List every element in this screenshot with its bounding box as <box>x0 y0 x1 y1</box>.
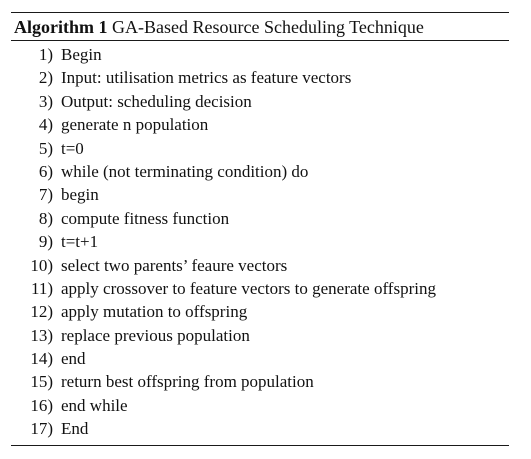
step-number: 6) <box>38 161 53 181</box>
algorithm-step: 7) begin <box>11 183 509 206</box>
algorithm-step: 12) apply mutation to offspring <box>11 300 509 323</box>
top-rule <box>11 12 509 13</box>
step-text: apply crossover to feature vectors to ge… <box>61 278 436 298</box>
algorithm-step: 6) while (not terminating condition) do <box>11 160 509 183</box>
algorithm-step: 15) return best offspring from population <box>11 370 509 393</box>
step-number: 13) <box>30 325 53 345</box>
step-text: begin <box>61 185 99 205</box>
step-text: t=0 <box>61 138 84 158</box>
step-number: 4) <box>38 115 53 135</box>
algorithm-steps: 1) Begin 2) Input: utilisation metrics as … <box>11 41 509 441</box>
algorithm-step: 10) select two parents’ feaure vectors <box>11 254 509 277</box>
step-text: Begin <box>61 45 102 64</box>
step-text: return best offspring from population <box>61 372 314 392</box>
algorithm-step: 1) Begin <box>11 43 509 66</box>
step-text: replace previous population <box>61 325 250 345</box>
algorithm-label: Algorithm 1 <box>14 17 108 37</box>
algorithm-step: 8) compute fitness function <box>11 207 509 230</box>
step-number: 16) <box>30 395 53 415</box>
algorithm-step: 16) end while <box>11 394 509 417</box>
step-number: 7) <box>38 185 53 205</box>
algorithm-step: 3) Output: scheduling decision <box>11 90 509 113</box>
step-number: 11) <box>30 278 53 298</box>
algorithm-step: 9) t=t+1 <box>11 230 509 253</box>
step-number: 3) <box>38 91 53 111</box>
step-text: Output: scheduling decision <box>61 91 252 111</box>
algorithm-step: 14) end <box>11 347 509 370</box>
caption-rule <box>11 40 509 41</box>
step-text: generate n population <box>61 115 209 135</box>
step-number: 12) <box>30 302 53 322</box>
step-number: 1) <box>38 45 53 64</box>
step-text: t=t+1 <box>61 232 99 252</box>
step-number: 5) <box>38 138 53 158</box>
algorithm-block: Algorithm 1 GA-Based Resource Scheduling… <box>11 12 509 446</box>
step-number: 17) <box>30 419 53 439</box>
step-number: 9) <box>38 232 53 252</box>
step-text: end while <box>61 395 128 415</box>
step-number: 10) <box>30 255 53 275</box>
algorithm-step: 4) generate n population <box>11 113 509 136</box>
step-number: 15) <box>30 372 53 392</box>
step-text: compute fitness function <box>61 208 230 228</box>
step-text: select two parents’ feaure vectors <box>61 255 288 275</box>
algorithm-title: GA-Based Resource Scheduling Technique <box>112 17 424 37</box>
bottom-rule <box>11 444 509 446</box>
algorithm-step: 13) replace previous population <box>11 324 509 347</box>
step-text: End <box>61 419 89 439</box>
step-number: 8) <box>38 208 53 228</box>
step-text: end <box>61 349 86 369</box>
step-number: 2) <box>38 68 53 88</box>
step-number: 14) <box>30 349 53 369</box>
algorithm-step: 2) Input: utilisation metrics as feature … <box>11 66 509 89</box>
algorithm-caption: Algorithm 1 GA-Based Resource Scheduling… <box>11 13 509 40</box>
algorithm-step: 11) apply crossover to feature vectors to… <box>11 277 509 300</box>
algorithm-step: 17) End <box>11 417 509 440</box>
step-text: Input: utilisation metrics as feature ve… <box>61 68 352 88</box>
step-text: apply mutation to offspring <box>61 302 248 322</box>
algorithm-step: 5) t=0 <box>11 137 509 160</box>
step-text: while (not terminating condition) do <box>61 161 309 181</box>
